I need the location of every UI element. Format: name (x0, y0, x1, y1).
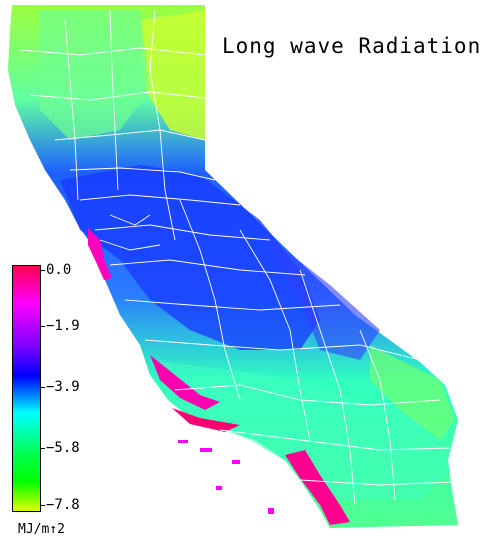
color-scale-bar (12, 265, 41, 512)
legend-units: MJ/m↑2 (18, 522, 65, 537)
island (268, 508, 274, 514)
island (178, 440, 188, 443)
island (200, 448, 212, 452)
county-lines (19, 9, 456, 506)
legend-tick-label: −3.9 (46, 379, 80, 395)
legend-tick-label: −7.8 (46, 497, 80, 513)
sierra-zone (260, 230, 380, 360)
north-zone (40, 10, 150, 140)
island (232, 460, 240, 464)
map-title: Long wave Radiation (222, 34, 482, 58)
sd-coast-hotspot (285, 450, 350, 525)
tick-mark (40, 505, 45, 506)
tick-mark (40, 270, 45, 271)
tick-mark (40, 326, 45, 327)
bay-hotspot (88, 228, 112, 280)
coast-south-zone (150, 360, 450, 500)
legend-tick-label: −5.8 (46, 440, 80, 456)
south-coast-hotspot (150, 355, 220, 410)
legend-tick-label: −1.9 (46, 318, 80, 334)
legend-tick-label: 0.0 (46, 262, 72, 278)
central-valley-zone (60, 165, 320, 350)
desert-zone (370, 345, 455, 440)
island (216, 486, 222, 490)
tick-mark (40, 448, 45, 449)
tick-mark (40, 387, 45, 388)
la-coast-hotspot (172, 408, 240, 432)
